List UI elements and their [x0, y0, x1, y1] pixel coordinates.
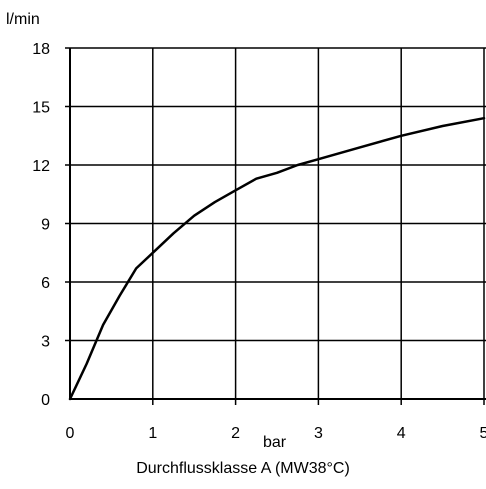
y-tick-label: 12 — [32, 158, 50, 175]
y-tick-label: 18 — [32, 41, 50, 58]
series-lines — [68, 116, 486, 401]
series-line — [68, 116, 486, 401]
x-tick-labels: 0 1 2 3 4 5 — [66, 425, 486, 442]
y-tick-label: 15 — [32, 100, 50, 117]
y-tick-label: 6 — [41, 275, 50, 292]
y-tick-label: 0 — [41, 392, 50, 409]
y-tick-label: 3 — [41, 334, 50, 351]
x-tick-label: 5 — [480, 425, 486, 442]
y-axis-title: l/min — [6, 11, 40, 28]
x-tick-label: 2 — [231, 425, 240, 442]
y-tick-label: 9 — [41, 217, 50, 234]
x-tick-label: 1 — [148, 425, 157, 442]
grid-lines — [65, 47, 486, 405]
y-tick-labels: 0 3 6 9 12 15 18 — [32, 41, 50, 409]
x-tick-label: 3 — [314, 425, 323, 442]
axes — [69, 48, 486, 400]
chart-caption: Durchflussklasse A (MW38°C) — [136, 460, 350, 477]
x-tick-label: 0 — [66, 425, 75, 442]
x-axis-title: bar — [263, 434, 287, 451]
x-tick-label: 4 — [397, 425, 406, 442]
